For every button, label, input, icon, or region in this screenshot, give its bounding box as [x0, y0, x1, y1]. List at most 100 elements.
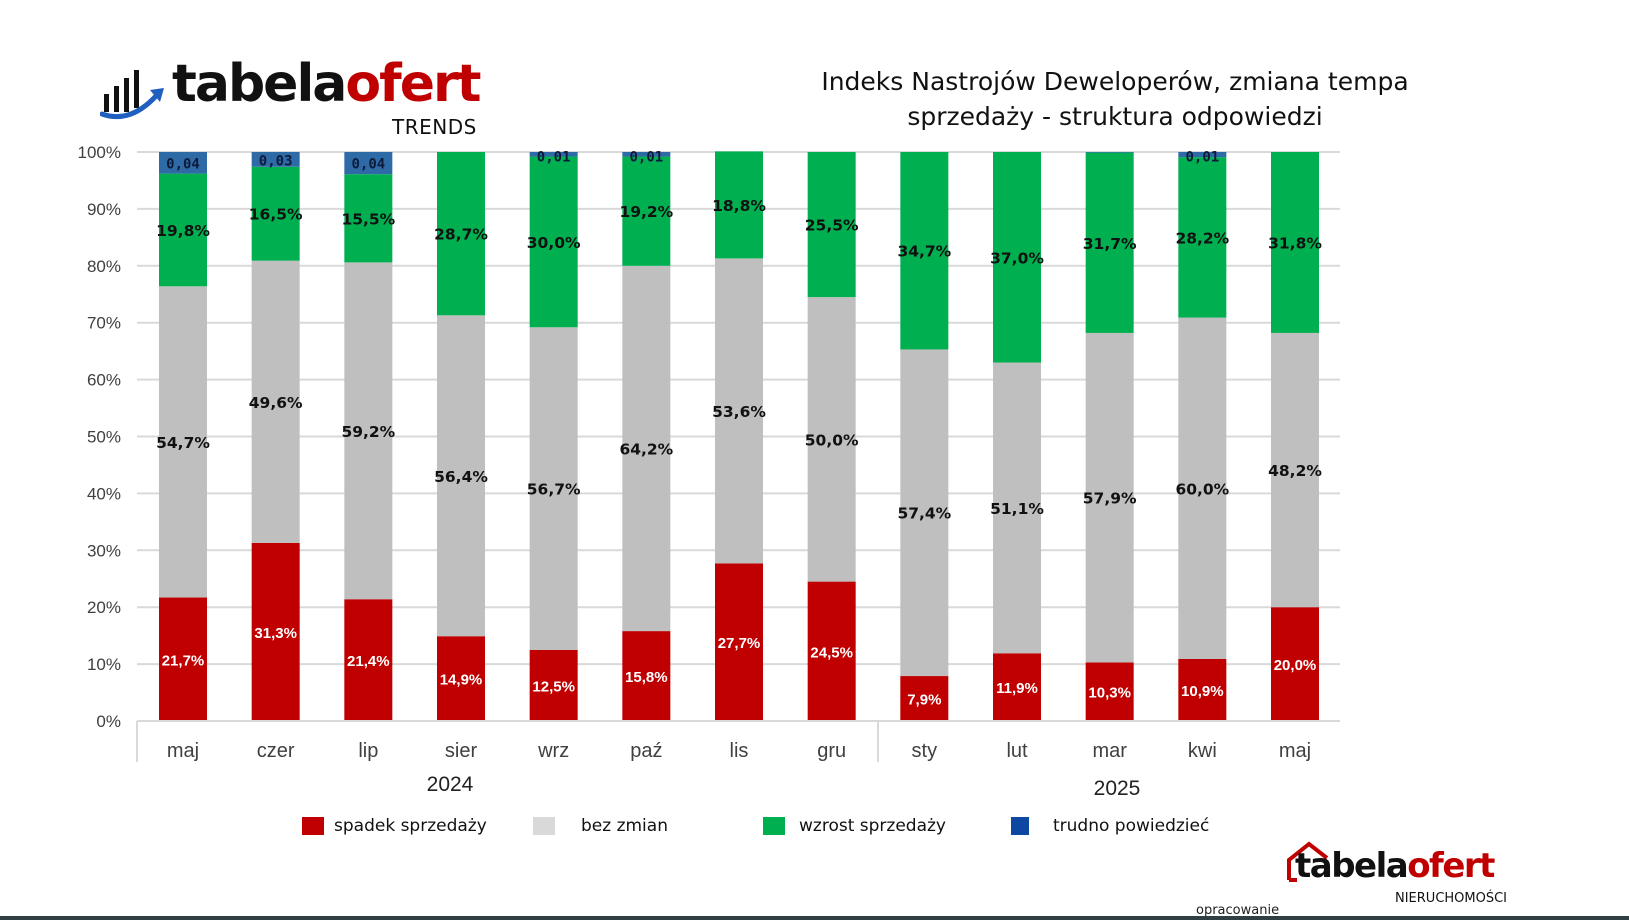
- bar-segment-3: [1085, 152, 1134, 153]
- bar-segment-3: [159, 152, 207, 174]
- legend-item-wzrost: wzrost sprzedaży: [763, 816, 946, 836]
- bar-segment-1: [437, 315, 485, 637]
- data-label-wzrost: 28,2%: [1175, 229, 1229, 247]
- house-outline-icon: [1287, 841, 1329, 882]
- stacked-bar-chart: 0% 10% 20% 30% 40% 50% 60% 70% 80% 90% 100% 21,7% 5…: [78, 143, 1340, 800]
- legend: spadek sprzedaży bez zmian wzrost sprzed…: [0, 816, 1629, 846]
- logo-subtitle: TRENDS: [392, 115, 477, 139]
- y-tick-label: 80%: [87, 257, 121, 276]
- bar-segment-2: [437, 152, 485, 316]
- footer-logo-word-red: ofert: [1407, 846, 1495, 886]
- x-tick-label: maj: [1279, 740, 1311, 762]
- x-tick-label: kwi: [1188, 740, 1217, 762]
- x-tick-label: lut: [1006, 740, 1028, 762]
- bar-segment-1: [622, 265, 671, 632]
- y-tick-label: 100%: [78, 143, 121, 162]
- data-label-wzrost: 31,8%: [1268, 234, 1322, 252]
- data-label-bez-zmian: 56,7%: [527, 481, 581, 499]
- bar-segment-3: [1178, 152, 1227, 158]
- bar-segment-1: [715, 258, 763, 564]
- data-label-bez-zmian: 50,0%: [805, 431, 859, 449]
- bar-segment-0: [1178, 658, 1227, 721]
- bar-segment-0: [622, 631, 671, 721]
- data-label-bez-zmian: 60,0%: [1175, 480, 1229, 498]
- bar-segment-0: [1271, 607, 1319, 721]
- data-label-wzrost: 30,0%: [527, 234, 581, 252]
- bar-segment-1: [344, 262, 393, 600]
- data-label-bez-zmian: 54,7%: [156, 434, 210, 452]
- data-label-spadek: 20,0%: [1274, 657, 1317, 674]
- data-label-wzrost: 25,5%: [805, 217, 859, 235]
- legend-label: spadek sprzedaży: [334, 816, 487, 836]
- chart-title: Indeks Nastrojów Deweloperów, zmiana tem…: [770, 64, 1460, 134]
- x-tick-label: lis: [730, 740, 749, 762]
- x-tick-label: czer: [257, 740, 295, 762]
- data-label-bez-zmian: 49,6%: [249, 394, 303, 412]
- year-group-label: 2025: [1094, 777, 1141, 800]
- data-label-spadek: 7,9%: [907, 692, 941, 709]
- legend-swatch: [1011, 817, 1029, 835]
- logo-word-red: ofert: [345, 54, 481, 114]
- data-label-spadek: 21,4%: [347, 653, 390, 670]
- legend-swatch: [763, 817, 785, 835]
- legend-swatch: [533, 817, 555, 835]
- chart-title-line-1: Indeks Nastrojów Deweloperów, zmiana tem…: [821, 67, 1409, 96]
- y-tick-label: 30%: [87, 541, 121, 560]
- bar-segment-3: [529, 152, 578, 157]
- data-label-spadek: 12,5%: [532, 678, 575, 695]
- x-tick-label: sty: [912, 740, 938, 762]
- bar-segment-0: [807, 581, 856, 721]
- x-tick-label: maj: [167, 740, 199, 762]
- x-tick-label: paź: [630, 740, 662, 762]
- bar-segment-3: [622, 152, 671, 157]
- chart-title-line-2: sprzedaży - struktura odpowiedzi: [907, 102, 1323, 131]
- bar-chart-arrow-icon: [100, 70, 164, 120]
- y-tick-label: 0%: [96, 712, 121, 731]
- footer-logo-subtitle: NIERUCHOMOŚCI: [1395, 891, 1508, 906]
- y-tick-label: 40%: [87, 484, 121, 503]
- x-tick-label: lip: [358, 740, 378, 762]
- y-tick-label: 70%: [87, 314, 121, 333]
- legend-item-spadek: spadek sprzedaży: [302, 816, 487, 836]
- logo-wordmark: tabelaofert: [172, 54, 481, 114]
- data-label-spadek: 31,3%: [254, 625, 297, 642]
- bar-segment-1: [251, 260, 300, 543]
- data-label-spadek: 24,5%: [810, 644, 853, 661]
- legend-label: trudno powiedzieć: [1053, 816, 1210, 836]
- bar-segment-2: [1178, 157, 1227, 318]
- data-label-spadek: 27,7%: [718, 635, 761, 652]
- data-labels: 21,7% 54,7% 19,8% 0,04 31,3% 49,6% 16,5% 0,03 21…: [156, 150, 1322, 709]
- logo-tabelaofert-nieruchomosci: tabelaofert NIERUCHOMOŚCI: [1287, 841, 1515, 908]
- bottom-strip: [0, 916, 1629, 920]
- bar-segment-1: [993, 362, 1041, 654]
- x-tick-label: wrz: [537, 740, 569, 762]
- bar-segment-0: [900, 676, 949, 721]
- data-label-wzrost: 19,2%: [619, 203, 673, 221]
- bar-segment-1: [807, 297, 856, 582]
- bar-segment-0: [344, 599, 393, 721]
- bar-segment-2: [622, 156, 671, 266]
- bar-segment-2: [1271, 152, 1319, 333]
- legend-label: wzrost sprzedaży: [799, 816, 946, 836]
- data-label-wzrost: 28,7%: [434, 226, 488, 244]
- y-tick-label: 90%: [87, 200, 121, 219]
- x-tick-label: gru: [817, 740, 846, 762]
- bar-segment-1: [900, 349, 949, 677]
- bar-segment-1: [529, 327, 578, 650]
- bar-segment-2: [993, 152, 1041, 363]
- x-axis: maj czer lip sier wrz paź lis gru sty lut mar kwi ma…: [136, 720, 1340, 800]
- bar-segment-2: [344, 174, 393, 263]
- legend-item-bez-zmian: bez zmian: [533, 816, 668, 836]
- data-label-bez-zmian: 57,4%: [897, 505, 951, 523]
- data-label-bez-zmian: 53,6%: [712, 403, 766, 421]
- bar-segment-1: [1085, 332, 1134, 663]
- data-label-spadek: 14,9%: [440, 672, 483, 689]
- y-tick-label: 60%: [87, 371, 121, 390]
- data-label-bez-zmian: 48,2%: [1268, 462, 1322, 480]
- data-label-trudno: 0,04: [351, 156, 385, 172]
- data-label-bez-zmian: 56,4%: [434, 468, 488, 486]
- data-label-spadek: 10,3%: [1088, 685, 1131, 702]
- x-tick-label: mar: [1092, 740, 1127, 762]
- bars: [159, 151, 1319, 721]
- bar-segment-1: [1271, 332, 1319, 608]
